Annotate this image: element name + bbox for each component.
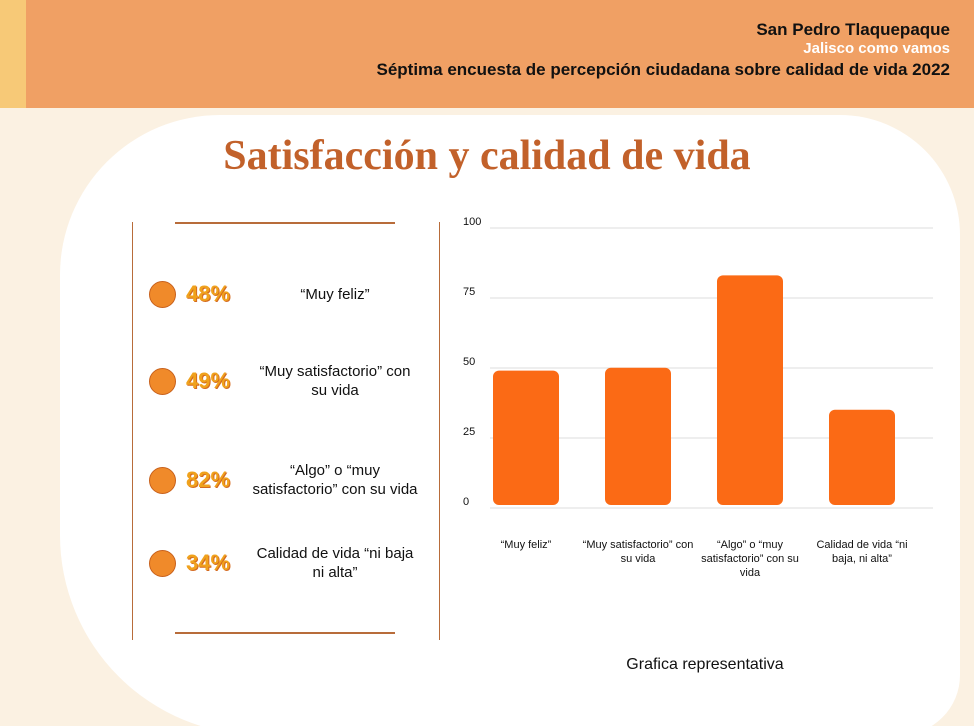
x-tick-label: “Muy feliz” bbox=[500, 539, 552, 551]
smiley-icon bbox=[149, 467, 176, 494]
bar bbox=[829, 409, 895, 505]
header-strip bbox=[0, 0, 26, 108]
frame-line bbox=[175, 222, 395, 224]
header-band bbox=[0, 0, 974, 108]
percent-label: 48% bbox=[186, 281, 231, 306]
percent-label: 82% bbox=[186, 467, 231, 492]
bar bbox=[605, 367, 671, 505]
y-tick-label: 100 bbox=[463, 216, 481, 228]
frame-line bbox=[175, 632, 395, 634]
x-tick-label: Calidad de vida “ni baja, ni alta” bbox=[816, 539, 908, 565]
header-line: Jalisco como vamos bbox=[803, 40, 950, 57]
y-tick-label: 75 bbox=[463, 286, 475, 298]
bar bbox=[717, 275, 783, 505]
bar bbox=[493, 370, 559, 505]
header-line: San Pedro Tlaquepaque bbox=[756, 20, 950, 39]
x-tick-label: “Algo” o “muy satisfactorio” con su vida bbox=[701, 539, 799, 579]
item-label: Calidad de vida “ni baja ni alta” bbox=[256, 545, 414, 581]
smiley-icon bbox=[149, 368, 176, 395]
item-label: “Muy feliz” bbox=[300, 285, 370, 303]
x-tick-label: “Muy satisfactorio” con su vida bbox=[582, 539, 694, 565]
percent-label: 34% bbox=[186, 550, 231, 575]
panel-frame bbox=[132, 222, 440, 640]
item-label: “Muy satisfactorio” con su vida bbox=[259, 363, 411, 399]
y-tick-label: 50 bbox=[463, 356, 475, 368]
header-line: Séptima encuesta de percepción ciudadana… bbox=[376, 60, 950, 79]
y-tick-label: 25 bbox=[463, 426, 475, 438]
chart-caption: Grafica representativa bbox=[626, 656, 784, 673]
item-label: “Algo” o “muy satisfactorio” con su vida bbox=[252, 462, 418, 498]
smiley-icon bbox=[149, 281, 176, 308]
y-tick-label: 0 bbox=[463, 496, 469, 508]
smiley-icon bbox=[149, 550, 176, 577]
percent-label: 49% bbox=[186, 368, 231, 393]
slide-title: Satisfacción y calidad de vida bbox=[223, 133, 751, 179]
